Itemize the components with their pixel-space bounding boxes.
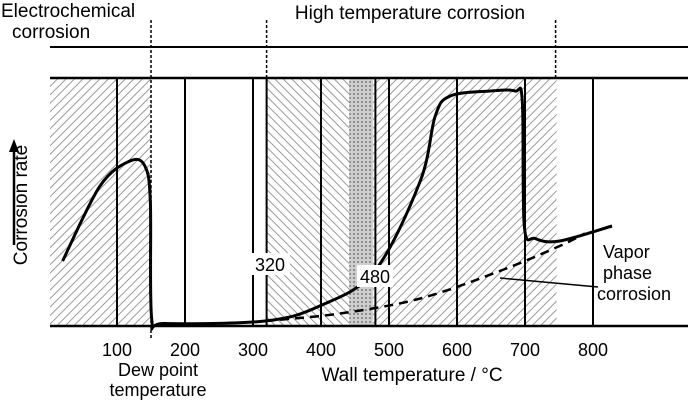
region-electrochemical-line2: corrosion: [12, 22, 90, 43]
x-tick-label: 600: [442, 340, 472, 360]
label-480: 480: [360, 267, 390, 287]
vapor-label-line2: phase: [603, 263, 652, 283]
x-tick-label: 800: [578, 340, 608, 360]
dew-point-label-line2: temperature: [109, 380, 206, 400]
x-tick-label: 400: [306, 340, 336, 360]
vapor-label-line1: Vapor: [603, 242, 650, 262]
hatched-band-cross: [349, 79, 373, 325]
dew-point-label-line1: Dew point: [118, 360, 198, 380]
corrosion-rate-curve: [61, 86, 613, 331]
x-tick-label: 700: [510, 340, 540, 360]
y-axis-label: Corrosion rate: [11, 145, 32, 265]
x-tick-label: 500: [374, 340, 404, 360]
region-electrochemical-line1: Electrochemical: [1, 1, 135, 22]
vapor-phase-curve: [265, 232, 586, 323]
hatched-band-backward: [266, 79, 350, 325]
y-axis-arrowhead: [9, 139, 19, 152]
hatched-band-forward: [373, 79, 557, 325]
x-tick-label: 300: [238, 340, 268, 360]
region-high-temp-label: High temperature corrosion: [295, 3, 525, 24]
label-320: 320: [255, 255, 285, 275]
x-axis-label: Wall temperature / °C: [321, 365, 502, 386]
x-tick-label: 200: [170, 340, 200, 360]
vapor-leader-line: [499, 277, 599, 288]
x-tick-label: 100: [102, 340, 132, 360]
hatched-band-forward: [50, 79, 152, 325]
vapor-label-line3: corrosion: [597, 284, 671, 304]
